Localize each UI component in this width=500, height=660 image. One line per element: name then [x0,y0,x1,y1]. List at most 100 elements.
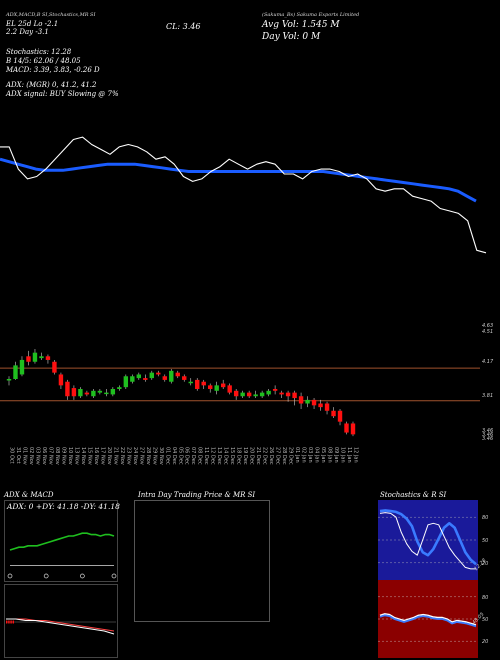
candle-down [65,381,70,397]
adx-value: ADX: (MGR) 0, 41.2, 41.2 [6,81,97,89]
candle-down [45,356,51,360]
date-label: 05 Dec [177,447,183,465]
candle-up [19,359,25,375]
rsi-axis-label: 80 [482,595,488,601]
date-label: 28 Nov [145,447,151,465]
date-label: 09 Nov [60,447,66,465]
adx-panel-values: ADX: 0 +DY: 41.18 -DY: 41.18 [7,502,120,511]
adx-panel: ADX: 0 +DY: 41.18 -DY: 41.18 [4,500,120,582]
macd-signal-line [6,618,115,632]
date-label: 22 Dec [262,447,268,465]
date-label: 12 Dec [210,447,216,465]
rsi-line [379,614,477,628]
rsi-axis-label: 20 [482,639,488,645]
b-line-value: B 14/5: 62.06 / 48.05 [6,57,81,65]
date-label: 08 Jan [327,447,333,463]
candle-up [136,374,142,379]
stochastics-axis-label: 20 [482,561,488,567]
candle-up [188,381,193,384]
rsi-white-line [379,613,477,626]
date-label: 02 Jan [301,447,307,463]
candle-down [227,385,232,393]
candle-down [279,392,284,395]
rsi-axis-label: 50 [482,617,488,623]
date-label: 11 Jan [346,447,352,463]
intraday-panel [134,500,270,622]
macd-panel [4,584,118,658]
candle-up [91,390,96,397]
adx-signal: ADX signal: BUY Slowing @ 7% [6,90,119,98]
price-axis-label: 4.17 [482,359,494,365]
date-label: 13 Nov [73,447,79,465]
date-label: 14 Dec [223,447,229,465]
date-label: 28 Dec [281,447,287,465]
date-label: 21 Dec [255,447,261,465]
date-label: 08 Nov [54,447,60,465]
candle-up [123,376,129,388]
date-label: 26 Dec [268,447,274,465]
candle-down [344,423,349,433]
stochastics-axis-label: 80 [482,515,488,521]
date-label: 22 Nov [119,447,125,465]
date-axis: 30 Oct 31 Oct 01 Nov 02 Nov 03 Nov 06 Nov 07 N… [9,447,359,465]
candle-up [266,390,271,395]
candle-down [143,378,148,380]
candle-down [26,356,31,362]
close-price: CL: 3.46 [166,22,201,31]
candle-down [175,372,180,377]
date-label: 08 Dec [197,447,203,465]
candle-up [259,392,265,397]
date-label: 04 Jan [314,447,320,463]
date-label: 30 Nov [158,447,164,465]
macd-chart [6,618,116,635]
macd-line [6,618,115,635]
candle-up [130,376,135,382]
candle-up [214,385,219,391]
candle-down [324,403,330,411]
stochastics-k-line [379,512,476,570]
candle-up [39,356,44,359]
company-label: (Sakuma_Bs) Sakuma Exports Limited [262,12,360,18]
candlestick-chart: 4.634.514.173.813.463.463.46 [0,323,494,442]
candle-down [58,374,64,386]
candle-down [71,388,77,397]
header-line1: EL 25d Lo -2.1 [6,20,59,28]
stochastics-d-line [379,509,477,566]
adx-panel-title: ADX & MACD [4,491,54,499]
candle-down [318,403,323,408]
macd-value: MACD: 3.39, 3.83, -0.26 D [6,66,100,74]
price-axis-label: 3.46 [482,436,493,442]
date-label: 14 Nov [80,447,86,465]
date-label: 16 Nov [93,447,99,465]
candle-down [272,388,278,391]
candle-down [52,361,57,373]
intraday-panel-title: Intra Day Trading Price & MR SI [138,491,256,499]
date-label: 15 Nov [86,447,92,465]
day-volume: Day Vol: 0 M [262,32,321,42]
price-axis-label: 3.46 [482,428,493,434]
candle-down [246,392,252,397]
candle-down [311,399,317,406]
candle-down [331,410,336,417]
date-label: 21 Nov [112,447,118,465]
candle-down [285,392,291,397]
date-label: 11 Dec [203,447,209,465]
candle-up [240,392,245,397]
candle-down [84,392,90,395]
candle-down [182,376,187,380]
price-axis-label: 3.46 [482,432,493,438]
candle-up [253,394,258,397]
date-label: 10 Jan [340,447,346,463]
adx-marker [79,573,85,579]
candle-down [220,383,226,388]
date-label: 20 Dec [249,447,255,465]
date-label: 09 Jan [333,447,339,463]
candle-down [162,376,167,380]
candle-up [149,372,154,379]
date-label: 20 Nov [106,447,112,465]
price-axis-label: 4.51 [482,329,493,335]
date-label: 03 Jan [307,447,313,463]
date-label: 23 Nov [125,447,131,465]
